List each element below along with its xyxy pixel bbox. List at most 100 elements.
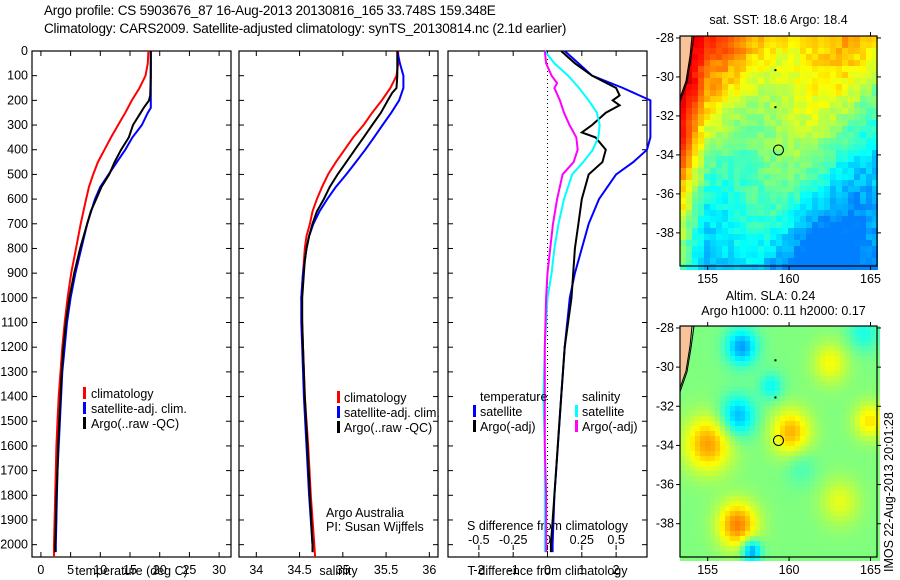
heatmap-cell xyxy=(872,198,878,204)
heatmap-cell xyxy=(850,381,855,386)
heatmap-cell xyxy=(722,204,728,210)
heatmap-cell xyxy=(752,132,758,138)
heatmap-cell xyxy=(680,162,686,168)
heatmap-cell xyxy=(782,180,788,186)
heatmap-cell xyxy=(735,411,740,416)
heatmap-cell xyxy=(735,406,740,411)
heatmap-cell xyxy=(692,162,698,168)
heatmap-cell xyxy=(698,150,704,156)
y-tick-label: 700 xyxy=(7,217,28,231)
heatmap-cell xyxy=(842,174,848,180)
heatmap-cell xyxy=(735,536,740,541)
heatmap-cell xyxy=(836,234,842,240)
heatmap-cell xyxy=(746,60,752,66)
heatmap-cell xyxy=(680,168,686,174)
heatmap-cell xyxy=(740,471,745,476)
heatmap-cell xyxy=(820,336,825,341)
heatmap-cell xyxy=(755,511,760,516)
heatmap-cell xyxy=(698,168,704,174)
heatmap-cell xyxy=(830,228,836,234)
heatmap-cell xyxy=(760,446,765,451)
heatmap-cell xyxy=(716,240,722,246)
heatmap-cell xyxy=(752,90,758,96)
heatmap-cell xyxy=(735,346,740,351)
heatmap-cell xyxy=(800,331,805,336)
heatmap-cell xyxy=(818,72,824,78)
heatmap-cell xyxy=(760,361,765,366)
heatmap-cell xyxy=(785,551,790,556)
y-tick-label: 1400 xyxy=(0,390,28,404)
heatmap-cell xyxy=(764,114,770,120)
heatmap-cell xyxy=(704,96,710,102)
heatmap-cell xyxy=(782,168,788,174)
heatmap-cell xyxy=(825,371,830,376)
heatmap-cell xyxy=(698,126,704,132)
heatmap-cell xyxy=(872,162,878,168)
heatmap-cell xyxy=(715,516,720,521)
heatmap-cell xyxy=(810,511,815,516)
heatmap-cell xyxy=(725,356,730,361)
heatmap-cell xyxy=(842,54,848,60)
heatmap-cell xyxy=(830,341,835,346)
heatmap-cell xyxy=(686,156,692,162)
heatmap-cell xyxy=(825,521,830,526)
heatmap-cell xyxy=(860,36,866,42)
heatmap-cell xyxy=(854,90,860,96)
heatmap-cell xyxy=(730,466,735,471)
heatmap-cell xyxy=(824,96,830,102)
heatmap-cell xyxy=(695,516,700,521)
heatmap-cell xyxy=(720,516,725,521)
heatmap-cell xyxy=(782,102,788,108)
heatmap-cell xyxy=(840,446,845,451)
island-marker xyxy=(774,396,777,399)
legend-label: climatology xyxy=(91,387,154,401)
heatmap-cell xyxy=(845,461,850,466)
heatmap-cell xyxy=(830,411,835,416)
heatmap-cell xyxy=(836,90,842,96)
heatmap-cell xyxy=(740,138,746,144)
heatmap-cell xyxy=(758,84,764,90)
heatmap-cell xyxy=(715,391,720,396)
heatmap-cell xyxy=(818,162,824,168)
heatmap-cell xyxy=(750,461,755,466)
heatmap-cell xyxy=(875,556,880,561)
heatmap-cell xyxy=(758,48,764,54)
heatmap-cell xyxy=(760,341,765,346)
heatmap-cell xyxy=(848,264,854,270)
heatmap-cell xyxy=(695,486,700,491)
heatmap-cell xyxy=(800,511,805,516)
heatmap-cell xyxy=(680,506,685,511)
heatmap-cell xyxy=(795,421,800,426)
heatmap-cell xyxy=(785,461,790,466)
heatmap-cell xyxy=(788,162,794,168)
heatmap-cell xyxy=(806,66,812,72)
heatmap-cell xyxy=(710,526,715,531)
heatmap-cell xyxy=(872,36,878,42)
heatmap-cell xyxy=(686,168,692,174)
heatmap-cell xyxy=(716,42,722,48)
legend-swatch xyxy=(337,391,340,403)
heatmap-cell xyxy=(698,156,704,162)
heatmap-cell xyxy=(815,351,820,356)
heatmap-cell xyxy=(788,216,794,222)
heatmap-cell xyxy=(690,376,695,381)
heatmap-cell xyxy=(686,204,692,210)
heatmap-cell xyxy=(690,426,695,431)
heatmap-cell xyxy=(788,210,794,216)
heatmap-cell xyxy=(700,531,705,536)
heatmap-cell xyxy=(865,421,870,426)
heatmap-cell xyxy=(865,521,870,526)
heatmap-cell xyxy=(812,150,818,156)
heatmap-cell xyxy=(752,120,758,126)
heatmap-cell xyxy=(695,436,700,441)
heatmap-cell xyxy=(830,431,835,436)
heatmap-cell xyxy=(728,162,734,168)
heatmap-cell xyxy=(705,351,710,356)
heatmap-cell xyxy=(820,466,825,471)
sal-tick-label: -0.25 xyxy=(499,533,528,547)
heatmap-cell xyxy=(740,84,746,90)
heatmap-cell xyxy=(860,210,866,216)
heatmap-cell xyxy=(692,198,698,204)
heatmap-cell xyxy=(770,156,776,162)
heatmap-cell xyxy=(692,78,698,84)
